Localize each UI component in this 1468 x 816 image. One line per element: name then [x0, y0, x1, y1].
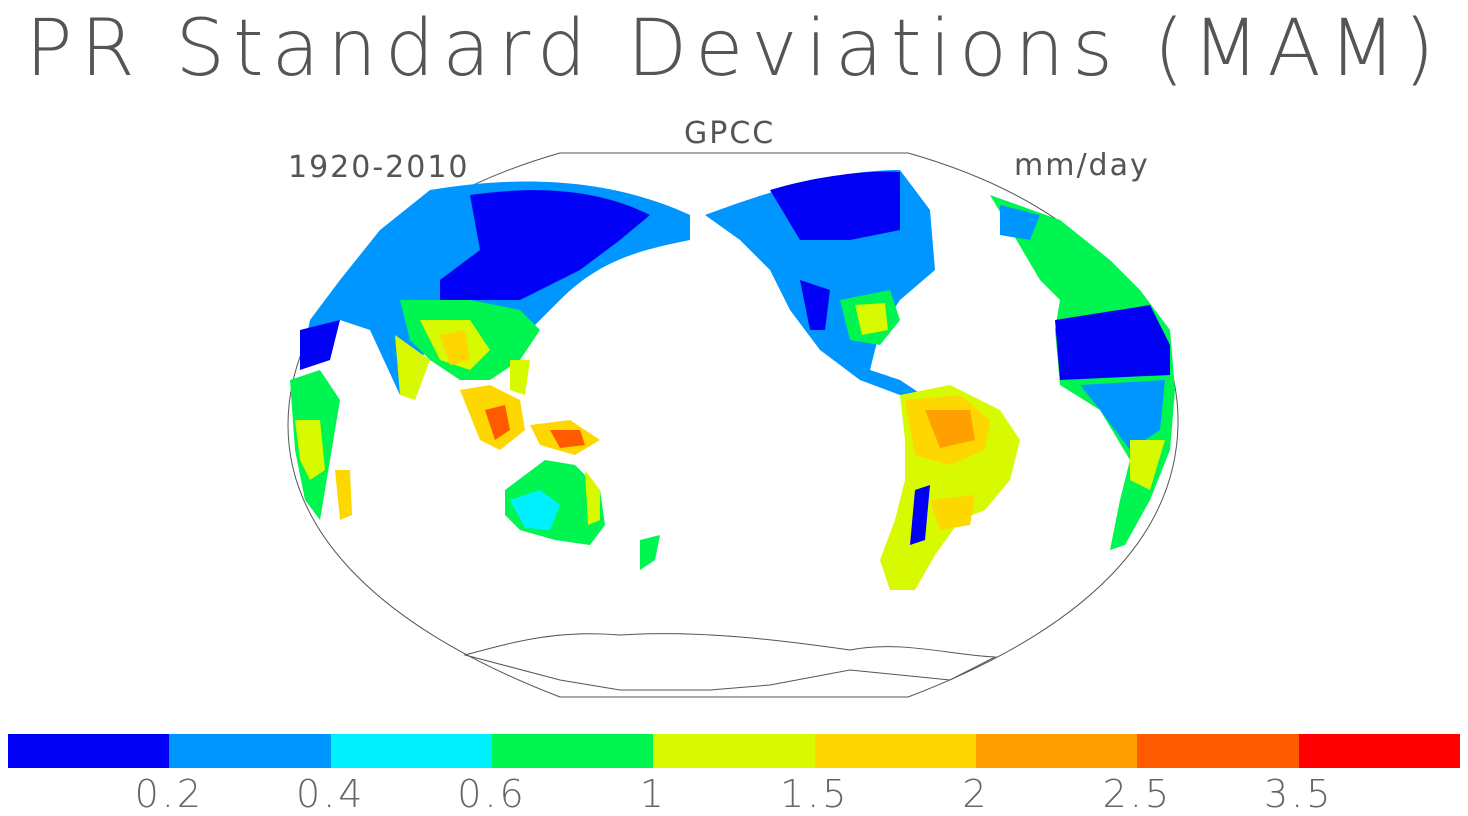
colorbar-swatch [975, 734, 1138, 768]
map-title: PR Standard Deviations (MAM) [25, 4, 1443, 94]
colorbar-swatch [814, 734, 976, 768]
colorbar-tick-label: 2.5 [1102, 772, 1173, 816]
dataset-label: GPCC [684, 116, 776, 151]
colorbar-tick-label: 1 [639, 772, 667, 816]
north-america [705, 170, 935, 400]
colorbar-swatch [330, 734, 492, 768]
colorbar-swatch [653, 734, 815, 768]
colorbar [8, 734, 1460, 768]
colorbar-ticks: 0.2 0.4 0.6 1 1.5 2 2.5 3.5 [8, 772, 1460, 816]
colorbar-swatch [1298, 734, 1460, 768]
south-america [880, 385, 1020, 590]
colorbar-tick-label: 3.5 [1263, 772, 1334, 816]
units-label: mm/day [1014, 148, 1150, 183]
colorbar-tick-label: 1.5 [779, 772, 850, 816]
maritime-continent [460, 360, 600, 455]
colorbar-swatch [491, 734, 654, 768]
colorbar-tick-label: 2 [962, 772, 990, 816]
colorbar-tick-label: 0.6 [457, 772, 527, 816]
colorbar-swatch [169, 734, 331, 768]
colorbar-tick-label: 0.4 [295, 772, 366, 816]
colorbar-swatch [8, 734, 170, 768]
eurasia [290, 181, 690, 520]
australia [505, 460, 660, 570]
colorbar-swatch [1137, 734, 1299, 768]
antarctica-coastline [463, 633, 997, 691]
period-label: 1920-2010 [288, 150, 470, 185]
africa [990, 195, 1175, 550]
colorbar-tick-label: 0.2 [134, 772, 205, 816]
